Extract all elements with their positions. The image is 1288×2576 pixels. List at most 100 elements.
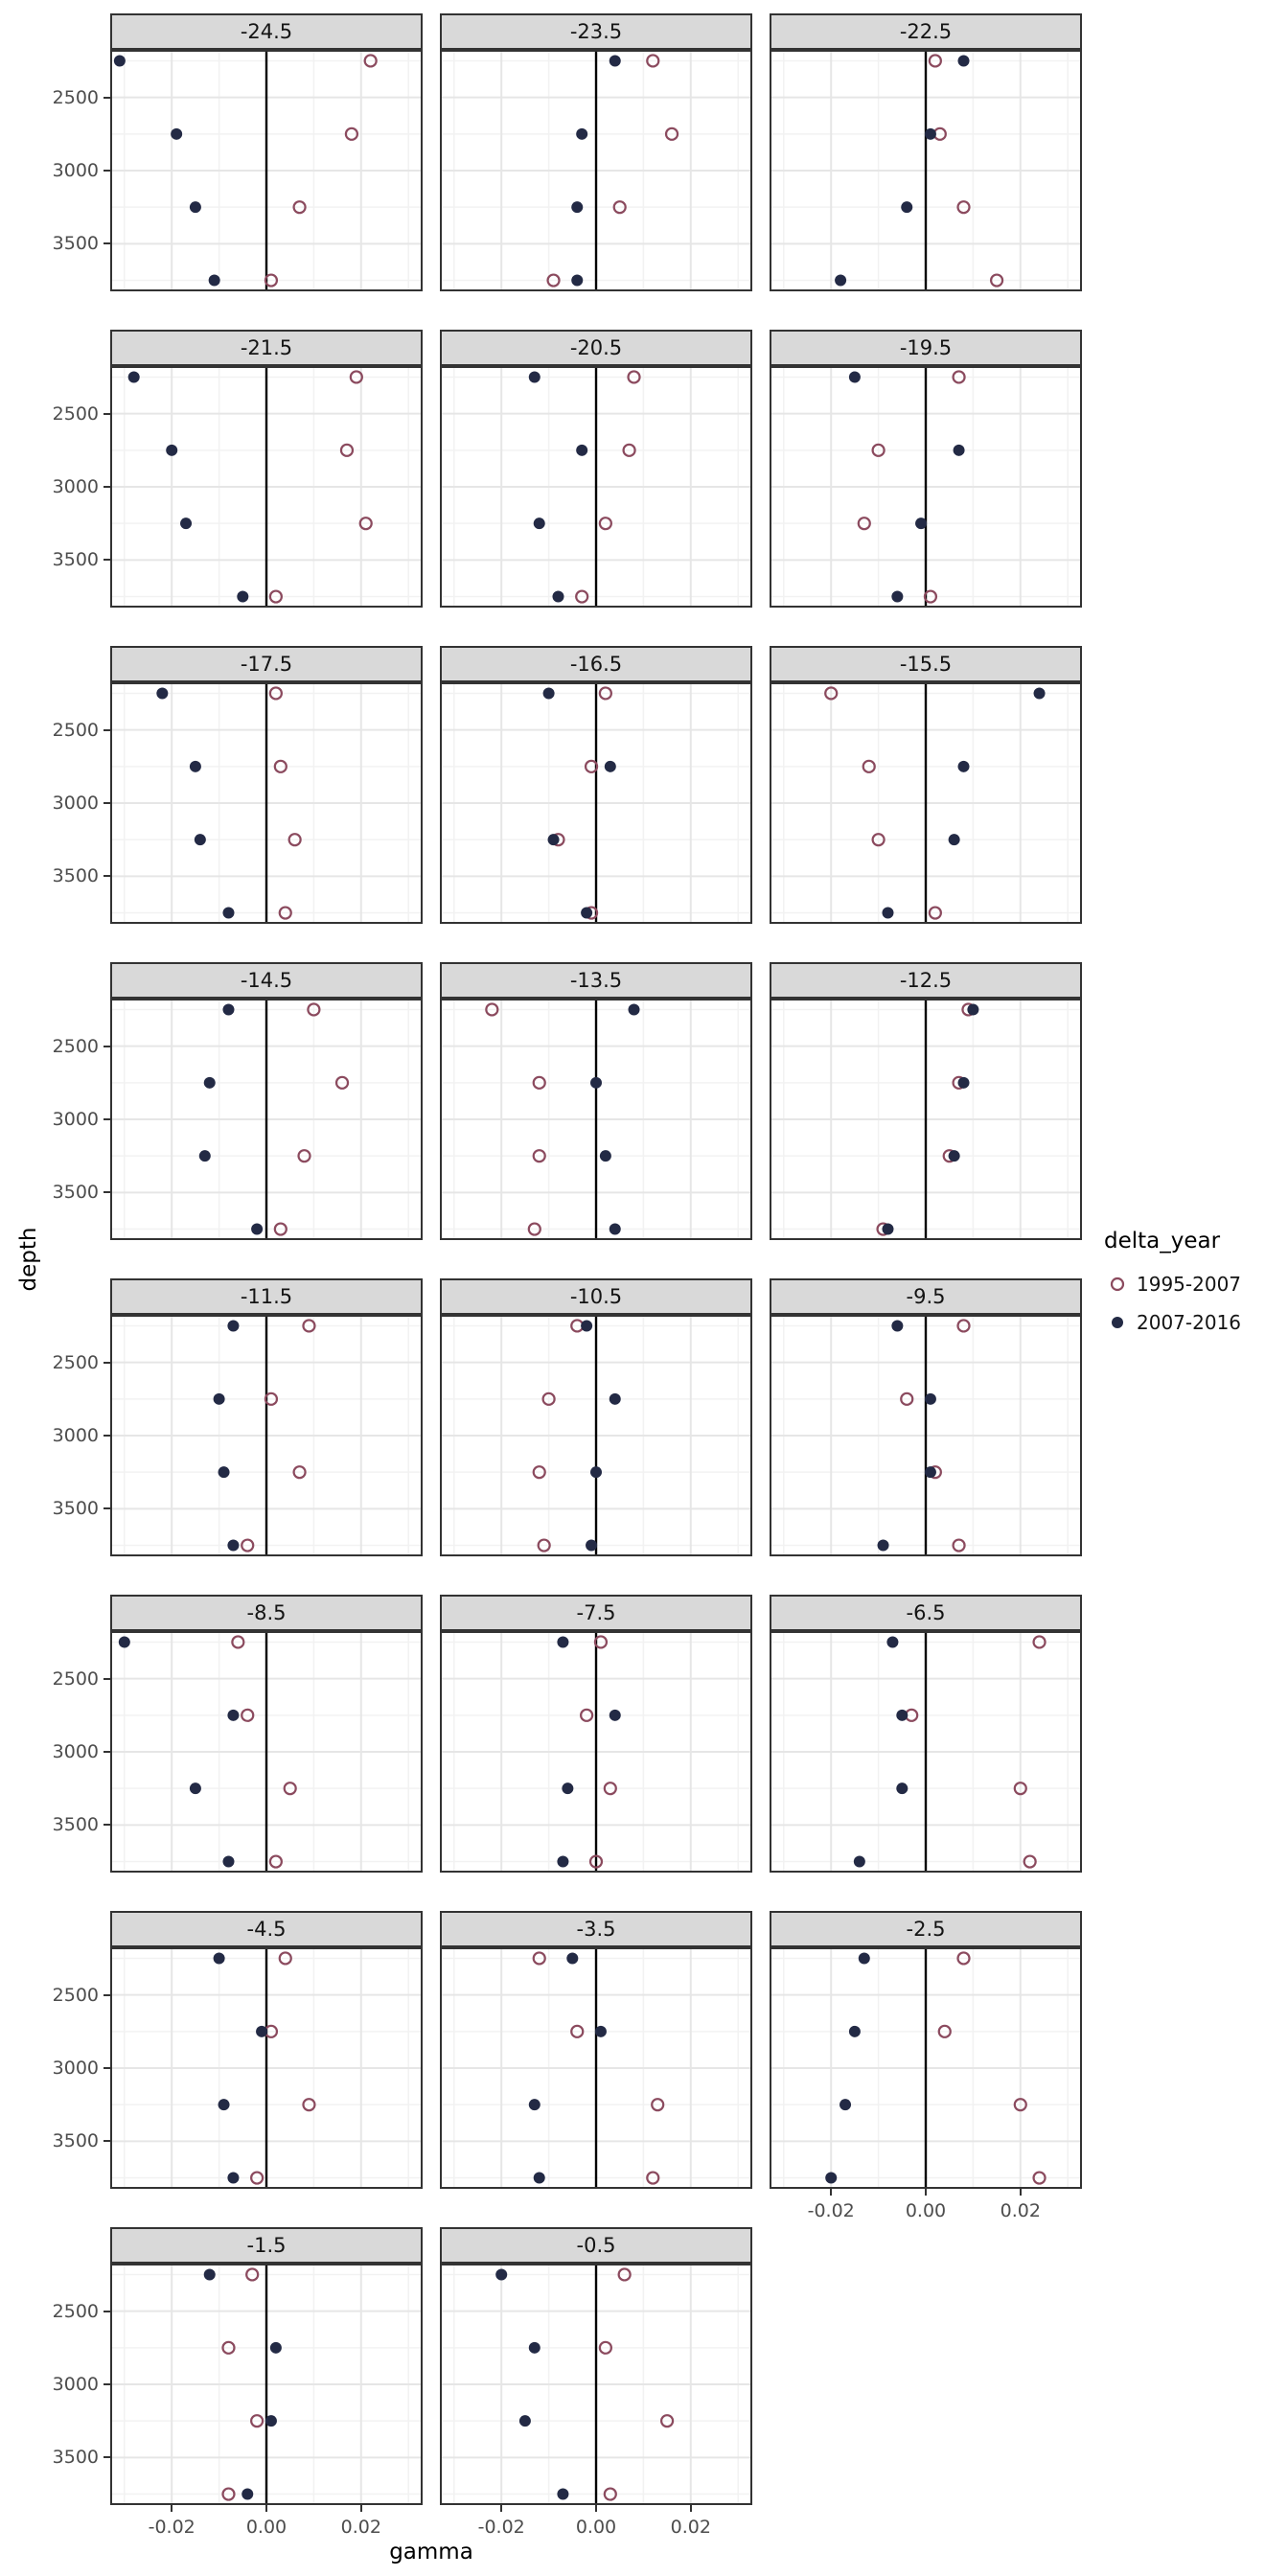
data-point-1995-2007 <box>928 54 942 68</box>
facet-strip: -7.5 <box>440 1595 752 1631</box>
data-point-2007-2016 <box>576 444 588 456</box>
facet-panel <box>110 1315 423 1556</box>
y-tick-mark <box>104 2456 110 2459</box>
data-point-2007-2016 <box>948 834 960 846</box>
data-point-1995-2007 <box>603 2487 617 2501</box>
y-tick-mark <box>104 1435 110 1437</box>
data-point-2007-2016 <box>825 2172 838 2184</box>
facet-strip: -0.5 <box>440 2227 752 2264</box>
data-point-2007-2016 <box>227 1320 240 1332</box>
data-point-1995-2007 <box>627 370 641 384</box>
data-point-2007-2016 <box>208 274 220 287</box>
data-point-1995-2007 <box>659 2414 675 2428</box>
y-axis-title: depth <box>16 1227 41 1292</box>
data-point-2007-2016 <box>533 2172 545 2184</box>
data-point-1995-2007 <box>575 589 589 604</box>
data-point-2007-2016 <box>528 371 540 383</box>
data-point-2007-2016 <box>924 1392 936 1405</box>
facet-panel <box>770 1631 1082 1873</box>
data-point-2007-2016 <box>891 590 904 603</box>
y-tick-mark <box>104 412 110 415</box>
facet-strip: -19.5 <box>770 330 1082 366</box>
y-tick-mark <box>104 170 110 172</box>
facet-panel <box>770 1315 1082 1556</box>
data-point-1995-2007 <box>250 2414 264 2428</box>
y-tick-mark <box>104 1993 110 1996</box>
data-point-2007-2016 <box>189 760 201 772</box>
y-tick-mark <box>104 1045 110 1047</box>
data-point-2007-2016 <box>203 2268 216 2281</box>
y-tick-label: 3000 <box>52 1741 99 1762</box>
facet-panel <box>440 50 752 291</box>
y-tick-mark <box>104 2140 110 2143</box>
y-tick-label: 2500 <box>52 1668 99 1690</box>
x-tick-label: 0.00 <box>575 2517 617 2538</box>
data-point-1995-2007 <box>862 759 876 773</box>
data-point-2007-2016 <box>127 371 140 383</box>
data-point-1995-2007 <box>231 1635 245 1649</box>
data-point-2007-2016 <box>877 1539 889 1552</box>
y-tick-label: 3500 <box>52 233 99 255</box>
data-point-1995-2007 <box>339 443 355 457</box>
y-tick-label: 3000 <box>52 160 99 181</box>
data-point-1995-2007 <box>952 370 966 384</box>
data-point-1995-2007 <box>288 833 302 847</box>
y-tick-label: 3000 <box>52 2374 99 2395</box>
facet-strip: -10.5 <box>440 1278 752 1315</box>
x-tick-mark <box>1019 2189 1022 2196</box>
data-point-1995-2007 <box>297 1149 311 1163</box>
data-point-2007-2016 <box>957 760 970 772</box>
x-tick-label: 0.02 <box>1000 2200 1041 2221</box>
data-point-2007-2016 <box>901 201 913 214</box>
y-tick-mark <box>104 1361 110 1364</box>
facet-strip: -11.5 <box>110 1278 423 1315</box>
facet-panel <box>440 1947 752 2189</box>
data-point-1995-2007 <box>221 2340 236 2355</box>
y-tick-mark <box>104 2310 110 2312</box>
data-point-2007-2016 <box>227 1709 240 1721</box>
facet-panel <box>110 1947 423 2189</box>
y-tick-mark <box>104 242 110 245</box>
data-point-2007-2016 <box>628 1003 640 1016</box>
facet-panel <box>770 50 1082 291</box>
x-tick-label: 0.00 <box>905 2200 947 2221</box>
data-point-1995-2007 <box>264 273 279 288</box>
data-point-2007-2016 <box>256 2025 268 2037</box>
y-tick-mark <box>104 1751 110 1753</box>
facet-panel <box>440 1315 752 1556</box>
facet-strip: -17.5 <box>110 646 423 682</box>
data-point-2007-2016 <box>581 907 593 919</box>
data-point-2007-2016 <box>222 907 235 919</box>
y-tick-label: 3500 <box>52 2130 99 2152</box>
data-point-1995-2007 <box>937 2024 952 2038</box>
data-point-2007-2016 <box>609 1709 621 1721</box>
data-point-1995-2007 <box>546 273 561 288</box>
data-point-1995-2007 <box>245 2267 260 2282</box>
data-point-2007-2016 <box>957 55 970 67</box>
facet-panel <box>440 2264 752 2505</box>
data-point-1995-2007 <box>593 1635 609 1649</box>
data-point-1995-2007 <box>598 2340 612 2355</box>
x-tick-mark <box>925 2189 927 2196</box>
data-point-1995-2007 <box>1023 1854 1037 1869</box>
data-point-2007-2016 <box>557 2488 569 2500</box>
data-point-1995-2007 <box>900 1392 914 1406</box>
facet-panel <box>110 366 423 608</box>
data-point-1995-2007 <box>485 1002 499 1017</box>
data-point-1995-2007 <box>334 1075 350 1090</box>
facet-strip: -13.5 <box>440 962 752 999</box>
data-point-2007-2016 <box>594 2025 607 2037</box>
y-tick-label: 2500 <box>52 402 99 425</box>
y-tick-label: 3000 <box>52 2058 99 2079</box>
data-point-1995-2007 <box>871 443 886 457</box>
y-tick-mark <box>104 875 110 878</box>
data-point-1995-2007 <box>302 2098 316 2112</box>
data-point-2007-2016 <box>590 1466 602 1479</box>
data-point-2007-2016 <box>552 590 564 603</box>
data-point-1995-2007 <box>923 589 938 604</box>
data-point-1995-2007 <box>857 517 871 531</box>
data-point-2007-2016 <box>1033 687 1046 700</box>
legend-entry-label: 1995-2007 <box>1137 1273 1242 1296</box>
facet-strip: -9.5 <box>770 1278 1082 1315</box>
facet-panel <box>110 682 423 924</box>
